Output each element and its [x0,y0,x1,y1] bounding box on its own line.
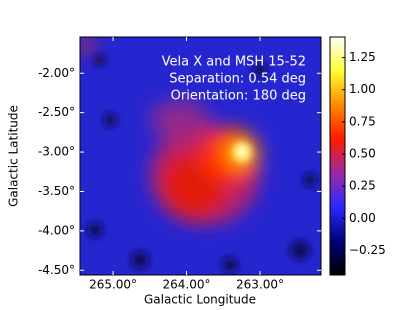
x-axis-label: Galactic Longitude [144,293,256,307]
annotation: Orientation: 180 deg [171,89,306,104]
colorbar-tick-label: 0.25 [349,179,376,193]
colorbar-tick-label: 1.00 [349,82,376,96]
y-tick-label: -4.50° [38,263,75,277]
y-tick-label: -2.00° [38,66,75,80]
y-axis-label: Galactic Latitude [7,105,21,207]
sky-map [80,37,321,275]
colorbar-tick-label: 0.50 [349,147,376,161]
annotation: Vela X and MSH 15-52 [162,55,306,70]
y-tick-label: -4.00° [38,223,75,237]
x-tick-label: 265.00° [89,278,137,292]
y-tick-label: -3.00° [38,145,75,159]
plot-frame [79,36,322,276]
colorbar-tick-label: −0.25 [349,243,386,257]
annotation: Separation: 0.54 deg [169,72,306,87]
y-tick-label: -3.50° [38,184,75,198]
colorbar-tick-label: 0.00 [349,211,376,225]
colorbar-tick-label: 0.75 [349,114,376,128]
x-tick-label: 264.00° [163,278,211,292]
x-tick-label: 263.00° [236,278,284,292]
colorbar [329,36,346,276]
colorbar-tick-label: 1.25 [349,50,376,64]
y-tick-label: -2.50° [38,105,75,119]
